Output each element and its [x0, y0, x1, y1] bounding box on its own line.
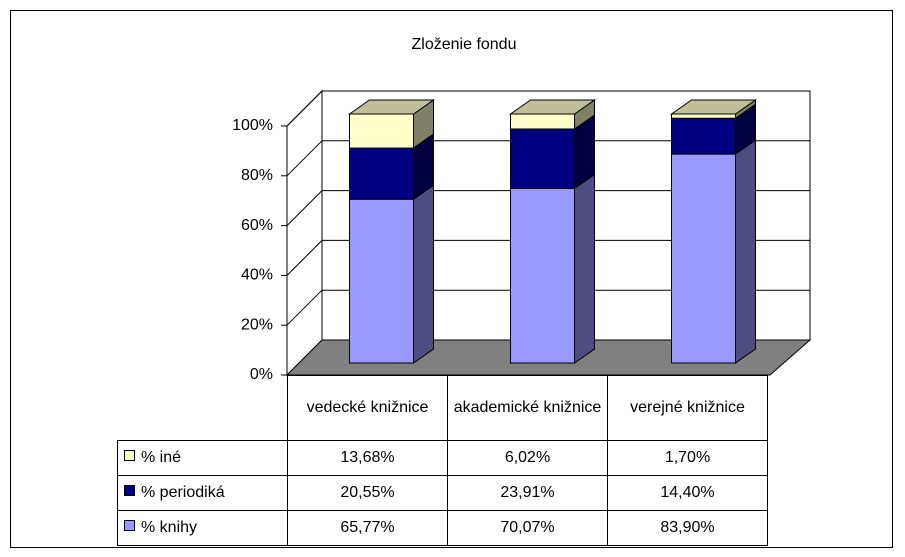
y-tick-label: 20% — [241, 316, 273, 333]
legend-entry: % iné — [117, 440, 288, 476]
table-row: % iné 13,68% 6,02% 1,70% — [117, 440, 768, 476]
bar-side — [735, 139, 756, 364]
bar — [671, 153, 736, 364]
bar-top — [508, 99, 597, 115]
y-tick-label: 60% — [241, 217, 273, 234]
x-tick-label: verejné knižnice — [607, 375, 768, 441]
data-label: 20,55% — [287, 475, 448, 511]
table-corner — [117, 375, 288, 441]
y-tick-label: 80% — [241, 167, 273, 184]
data-label: 65,77% — [287, 510, 448, 546]
table-header-row: vedecké knižnice akademické knižnice verej… — [117, 375, 768, 441]
legend-label: % periodiká — [141, 484, 225, 501]
chart-title: Zloženie fondu — [412, 36, 517, 53]
legend-entry: % periodiká — [117, 475, 288, 511]
bar-side — [413, 184, 434, 364]
bar-top — [347, 99, 436, 115]
x-tick-label: vedecké knižnice — [287, 375, 448, 441]
bar — [671, 113, 736, 119]
bar — [349, 198, 414, 364]
data-table: vedecké knižnice akademické knižnice verej… — [117, 375, 768, 546]
side-wall — [286, 89, 323, 377]
legend-key — [124, 485, 135, 496]
data-label: 70,07% — [447, 510, 608, 546]
data-label: 6,02% — [447, 440, 608, 476]
grid-line — [286, 90, 323, 127]
data-label: 14,40% — [607, 475, 768, 511]
legend-label: % iné — [141, 449, 182, 466]
bar — [671, 117, 736, 155]
legend-label: % knihy — [141, 519, 198, 536]
grid-line — [286, 140, 323, 177]
legend-entry: % knihy — [117, 510, 288, 546]
bar-top — [669, 99, 758, 115]
data-label: 1,70% — [607, 440, 768, 476]
bar — [510, 113, 575, 130]
y-tick-label: 100% — [232, 117, 273, 134]
legend-key — [124, 520, 135, 531]
data-label: 13,68% — [287, 440, 448, 476]
bar — [349, 147, 414, 200]
data-label: 23,91% — [447, 475, 608, 511]
table-row: % periodiká 20,55% 23,91% 14,40% — [117, 475, 768, 511]
bar-side — [574, 173, 595, 364]
table-row: % knihy 65,77% 70,07% 83,90% — [117, 510, 768, 546]
grid-line — [286, 240, 323, 276]
bar — [510, 128, 575, 190]
data-label: 83,90% — [607, 510, 768, 546]
x-tick-label: akademické knižnice — [447, 375, 608, 441]
grid-line — [286, 289, 323, 326]
y-tick-label: 40% — [241, 267, 273, 284]
bar — [510, 188, 575, 364]
grid-line — [286, 190, 323, 226]
legend-key — [124, 450, 135, 461]
bar — [349, 113, 414, 149]
